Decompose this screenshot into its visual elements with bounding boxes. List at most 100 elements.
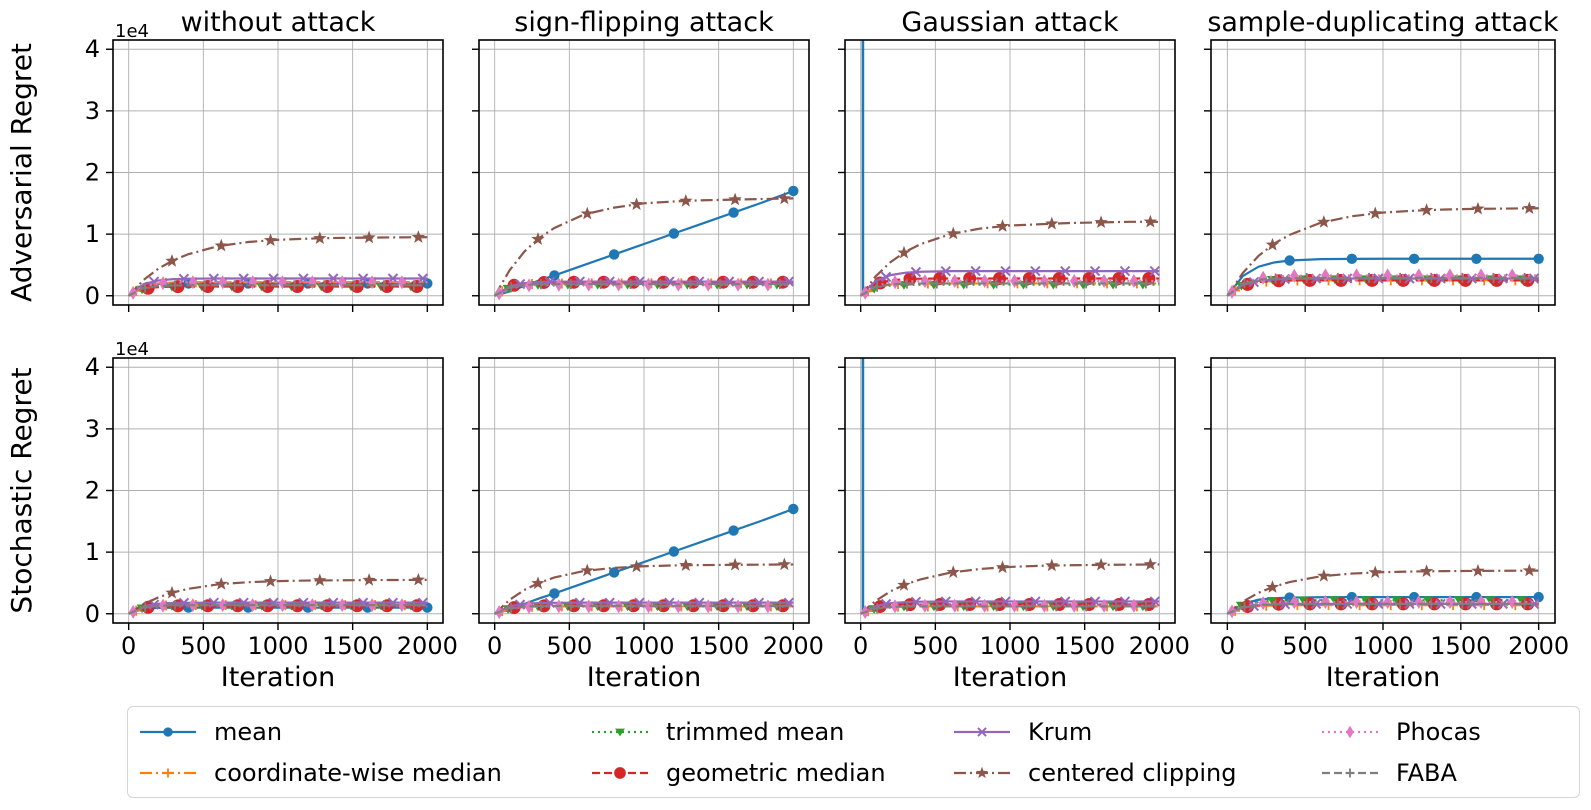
- x-axis-label: Iteration: [1326, 662, 1441, 688]
- subplot-adversarial-col3: Gaussian attack: [831, 4, 1191, 324]
- gridlines: [479, 358, 809, 623]
- y-tick-label: 2: [85, 477, 100, 505]
- x-tick-label: 1500: [688, 632, 749, 660]
- legend-entry-centered: centered clipping: [952, 757, 1320, 789]
- series-group: [493, 503, 799, 620]
- legend-label-krum: Krum: [1028, 717, 1093, 746]
- series-group: [128, 572, 433, 619]
- legend-column-2: trimmed mean geometric median: [590, 716, 952, 789]
- x-tick-label: 2000: [1508, 632, 1569, 660]
- gridlines: [1211, 358, 1555, 623]
- x-axis-label: Iteration: [587, 662, 702, 688]
- subplot-title: sample-duplicating attack: [1207, 7, 1559, 38]
- series-group: [859, 40, 1161, 300]
- legend-column-1: mean coordinate-wise median: [138, 716, 590, 789]
- subplot-canvas: Gaussian attack: [838, 7, 1176, 312]
- y-tick-label: 1: [85, 538, 100, 566]
- subplot-adversarial-col2: sign-flipping attack: [465, 4, 825, 324]
- legend-sample-centered: [954, 766, 1010, 778]
- series-krum-line: [859, 265, 1161, 297]
- x-tick-label: 0: [1220, 632, 1235, 660]
- subplot-canvas: sample-duplicating attack: [1204, 7, 1559, 312]
- series-centered-line: [1226, 201, 1539, 297]
- subplot-title: Gaussian attack: [901, 7, 1119, 38]
- series-faba-line: [1226, 598, 1539, 615]
- y-tick-label: 4: [85, 35, 100, 63]
- legend-sample-mean: [140, 726, 196, 737]
- series-centered-line: [859, 214, 1160, 297]
- series-group: [127, 230, 433, 300]
- series-phocas-line: [1226, 595, 1539, 619]
- legend-sample-trimmed: [592, 728, 648, 736]
- legend-sample-faba: [1322, 768, 1378, 777]
- subplot-canvas: 0 1 2 3 4 1e4 Stochastic Regret 0 500 1000 1500 200…: [5, 339, 458, 693]
- series-faba-line: [494, 279, 794, 297]
- x-tick-label: 500: [1282, 632, 1328, 660]
- x-tick-label: 1000: [1352, 632, 1413, 660]
- x-tick-label: 0: [487, 632, 502, 660]
- legend-entry-trimmed: trimmed mean: [590, 716, 952, 748]
- x-axis-label: Iteration: [221, 662, 336, 688]
- legend-label-faba: FABA: [1396, 758, 1457, 787]
- subplot-canvas: without attack 0 1 2 3 4 1e4 Adversarial Regret: [5, 7, 444, 312]
- legend-sample-phocas: [1322, 725, 1378, 738]
- subplot-canvas: sign-flipping attack: [472, 7, 810, 312]
- series-centered-line: [493, 191, 794, 297]
- legend-entry-mean: mean: [138, 716, 590, 748]
- x-tick-label: 500: [912, 632, 958, 660]
- subplot-stochastic-col3: 0 500 1000 1500 2000 Iteration: [831, 326, 1191, 693]
- series-mean-line: [494, 503, 799, 615]
- legend-sample-cwm: [140, 768, 196, 777]
- series-centered-line: [493, 557, 794, 615]
- x-axis-label: Iteration: [953, 662, 1068, 688]
- legend-label-centered: centered clipping: [1028, 758, 1237, 787]
- legend-sample-geometric: [592, 766, 648, 779]
- tick-marks: [838, 366, 1161, 630]
- subplot-canvas: 0 500 1000 1500 2000 Iteration: [838, 357, 1190, 693]
- x-tick-label: 2000: [1129, 632, 1190, 660]
- series-group: [1226, 563, 1544, 619]
- y-axis-multiplier: 1e4: [115, 339, 149, 360]
- series-faba-line: [128, 600, 428, 615]
- y-tick-label: 2: [85, 159, 100, 187]
- subplot-adversarial-col4: sample-duplicating attack: [1197, 4, 1571, 324]
- subplot-stochastic-col2: 0 500 1000 1500 2000 Iteration: [465, 326, 825, 693]
- gridlines: [845, 358, 1175, 623]
- series-centered-line: [128, 572, 428, 615]
- series-group: [859, 358, 1161, 620]
- legend-label-cwm: coordinate-wise median: [214, 758, 502, 787]
- tick-marks: [106, 48, 429, 312]
- legend-column-4: Phocas FABA: [1320, 716, 1570, 789]
- x-tick-label: 1000: [613, 632, 674, 660]
- y-tick-label: 0: [85, 600, 100, 628]
- series-centered-line: [127, 230, 428, 297]
- subplot-title: sign-flipping attack: [514, 7, 774, 38]
- x-tick-label: 500: [180, 632, 226, 660]
- subplot-stochastic-col1: 0 1 2 3 4 1e4 Stochastic Regret 0 500 1000 1500 200…: [0, 326, 459, 693]
- legend-label-trimmed: trimmed mean: [666, 717, 845, 746]
- tick-marks: [472, 48, 795, 312]
- x-tick-label: 0: [121, 632, 136, 660]
- series-faba-line: [860, 278, 1160, 297]
- legend: mean coordinate-wise median trimmed mean ge…: [127, 706, 1580, 798]
- legend-label-phocas: Phocas: [1396, 717, 1481, 746]
- legend-entry-krum: Krum: [952, 716, 1320, 748]
- series-krum-line: [494, 276, 795, 297]
- series-group: [1226, 201, 1544, 299]
- legend-label-geometric: geometric median: [666, 758, 886, 787]
- subplot-canvas: 0 500 1000 1500 2000 Iteration: [472, 357, 824, 693]
- legend-label-mean: mean: [214, 717, 283, 746]
- tick-marks: [838, 48, 1161, 312]
- gridlines: [113, 358, 443, 623]
- legend-sample-krum: [954, 726, 1010, 737]
- tick-marks: [1204, 48, 1540, 312]
- tick-marks: [472, 366, 795, 630]
- series-faba-line: [1226, 272, 1539, 297]
- series-mean-line: [1226, 253, 1544, 297]
- subplot-stochastic-col4: 0 500 1000 1500 2000 Iteration: [1197, 326, 1571, 693]
- x-tick-label: 1500: [1430, 632, 1491, 660]
- y-axis-label: Stochastic Regret: [5, 367, 38, 613]
- gridlines: [113, 40, 443, 305]
- gridlines: [479, 40, 809, 305]
